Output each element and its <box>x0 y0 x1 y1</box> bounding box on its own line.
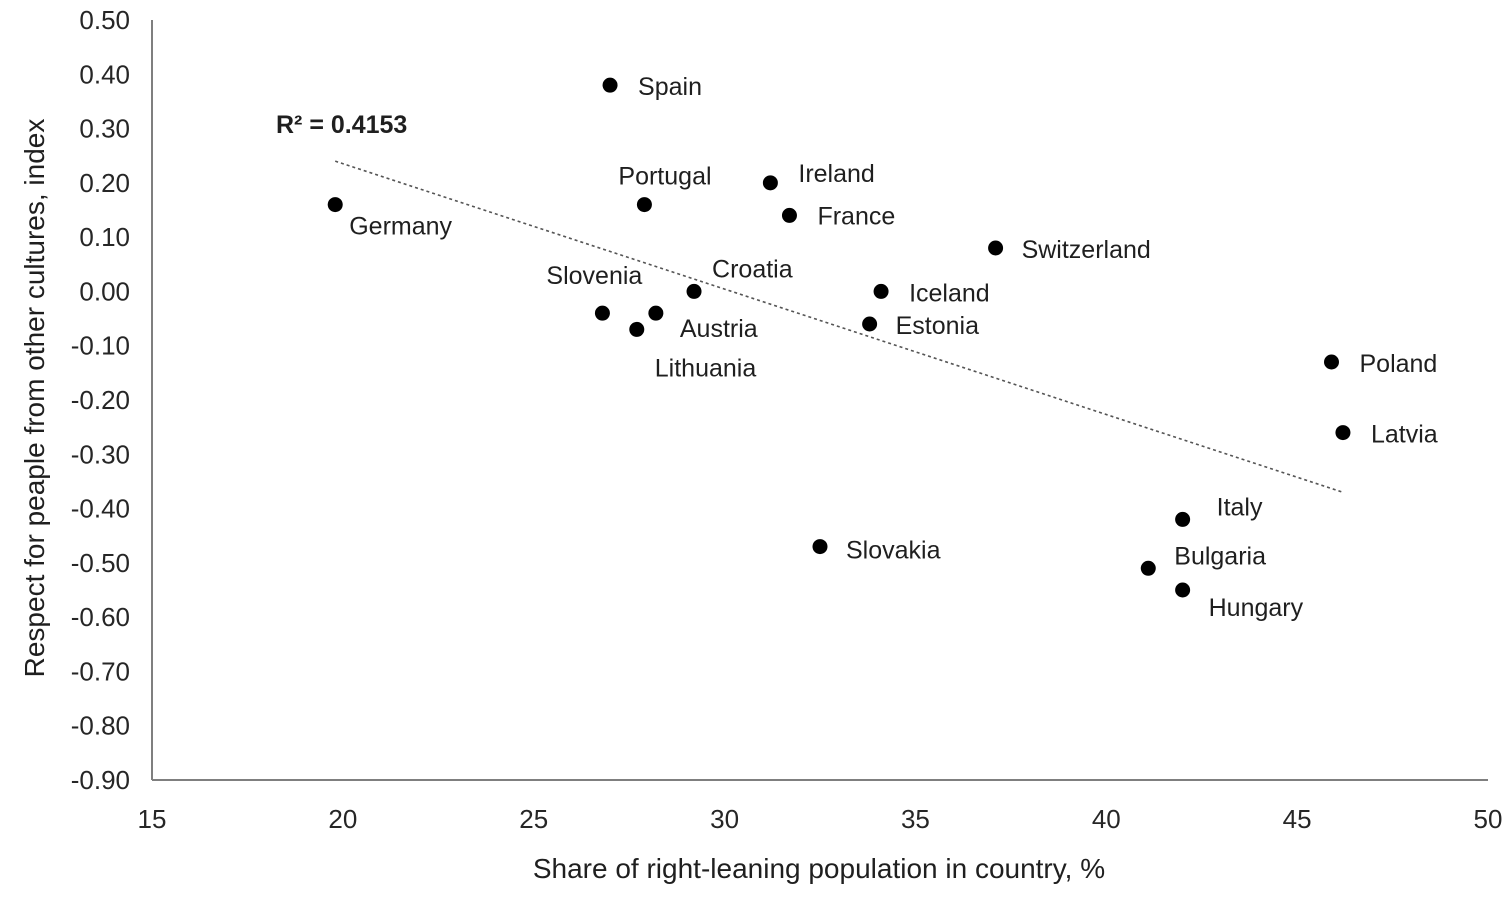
x-tick-label: 35 <box>901 804 930 834</box>
point-label-hungary: Hungary <box>1209 594 1304 622</box>
x-tick-label: 45 <box>1283 804 1312 834</box>
point-label-spain: Spain <box>638 73 702 101</box>
trendline-group <box>334 160 1344 494</box>
point-label-estonia: Estonia <box>896 312 979 340</box>
y-tick-label: -0.70 <box>71 656 130 686</box>
data-point-italy <box>1175 511 1191 527</box>
r-squared-annotation: R² = 0.4153 <box>276 111 407 139</box>
y-tick-label: -0.10 <box>71 331 130 361</box>
point-label-italy: Italy <box>1217 493 1263 521</box>
data-point-slovakia <box>812 539 828 555</box>
point-label-slovakia: Slovakia <box>846 537 941 565</box>
point-labels-group: Germany Spain Portugal Ireland France Switzer… <box>349 73 1438 622</box>
y-tick-label: -0.20 <box>71 385 130 415</box>
x-tick-label: 15 <box>138 804 167 834</box>
x-tick-label: 25 <box>519 804 548 834</box>
point-label-slovenia: Slovenia <box>546 262 642 290</box>
data-point-portugal <box>636 197 652 213</box>
y-tick-label: -0.80 <box>71 711 130 741</box>
y-tick-label: -0.90 <box>71 765 130 795</box>
data-point-bulgaria <box>1140 560 1156 576</box>
x-tick-label: 40 <box>1092 804 1121 834</box>
point-label-croatia: Croatia <box>712 255 793 283</box>
data-point-ireland <box>762 175 778 191</box>
point-label-germany: Germany <box>349 213 452 241</box>
point-label-france: France <box>817 202 895 230</box>
point-label-lithuania: Lithuania <box>655 354 757 382</box>
point-label-portugal: Portugal <box>618 163 711 191</box>
point-label-austria: Austria <box>680 315 758 343</box>
y-tick-label: 0.00 <box>79 276 130 306</box>
y-tick-label: 0.30 <box>79 114 130 144</box>
data-point-poland <box>1323 354 1339 370</box>
y-tick-label: -0.40 <box>71 494 130 524</box>
point-label-poland: Poland <box>1359 350 1437 378</box>
data-point-lithuania <box>629 321 645 337</box>
x-tick-label: 20 <box>328 804 357 834</box>
point-label-switzerland: Switzerland <box>1022 236 1151 264</box>
x-tick-label: 30 <box>710 804 739 834</box>
x-axis-title: Share of right-leaning population in cou… <box>533 853 1105 884</box>
points-group <box>327 77 1351 598</box>
y-axis-title: Respect for peaple from other cultures, … <box>19 119 50 678</box>
data-point-estonia <box>862 316 878 332</box>
data-point-hungary <box>1175 582 1191 598</box>
y-tick-label: -0.30 <box>71 439 130 469</box>
trendline <box>334 160 1344 494</box>
y-tick-label: 0.50 <box>79 5 130 35</box>
point-label-bulgaria: Bulgaria <box>1174 542 1266 570</box>
y-tick-label: 0.10 <box>79 222 130 252</box>
data-point-germany <box>327 197 343 213</box>
data-point-latvia <box>1335 425 1351 441</box>
data-point-spain <box>602 77 618 93</box>
point-label-latvia: Latvia <box>1371 421 1438 449</box>
data-point-slovenia <box>594 305 610 321</box>
y-tick-label: -0.60 <box>71 602 130 632</box>
point-label-iceland: Iceland <box>909 279 990 307</box>
data-point-switzerland <box>988 240 1004 256</box>
y-tick-label: 0.40 <box>79 59 130 89</box>
point-label-ireland: Ireland <box>798 160 874 188</box>
y-tick-label: -0.50 <box>71 548 130 578</box>
data-point-croatia <box>686 283 702 299</box>
data-point-austria <box>648 305 664 321</box>
y-tick-label: 0.20 <box>79 168 130 198</box>
data-point-iceland <box>873 283 889 299</box>
data-point-france <box>781 207 797 223</box>
axes <box>151 20 1488 781</box>
x-tick-label: 50 <box>1474 804 1503 834</box>
tick-labels: 0.50 0.40 0.30 0.20 0.10 0.00 -0.10 -0.20 -0.30 -… <box>71 5 1503 834</box>
